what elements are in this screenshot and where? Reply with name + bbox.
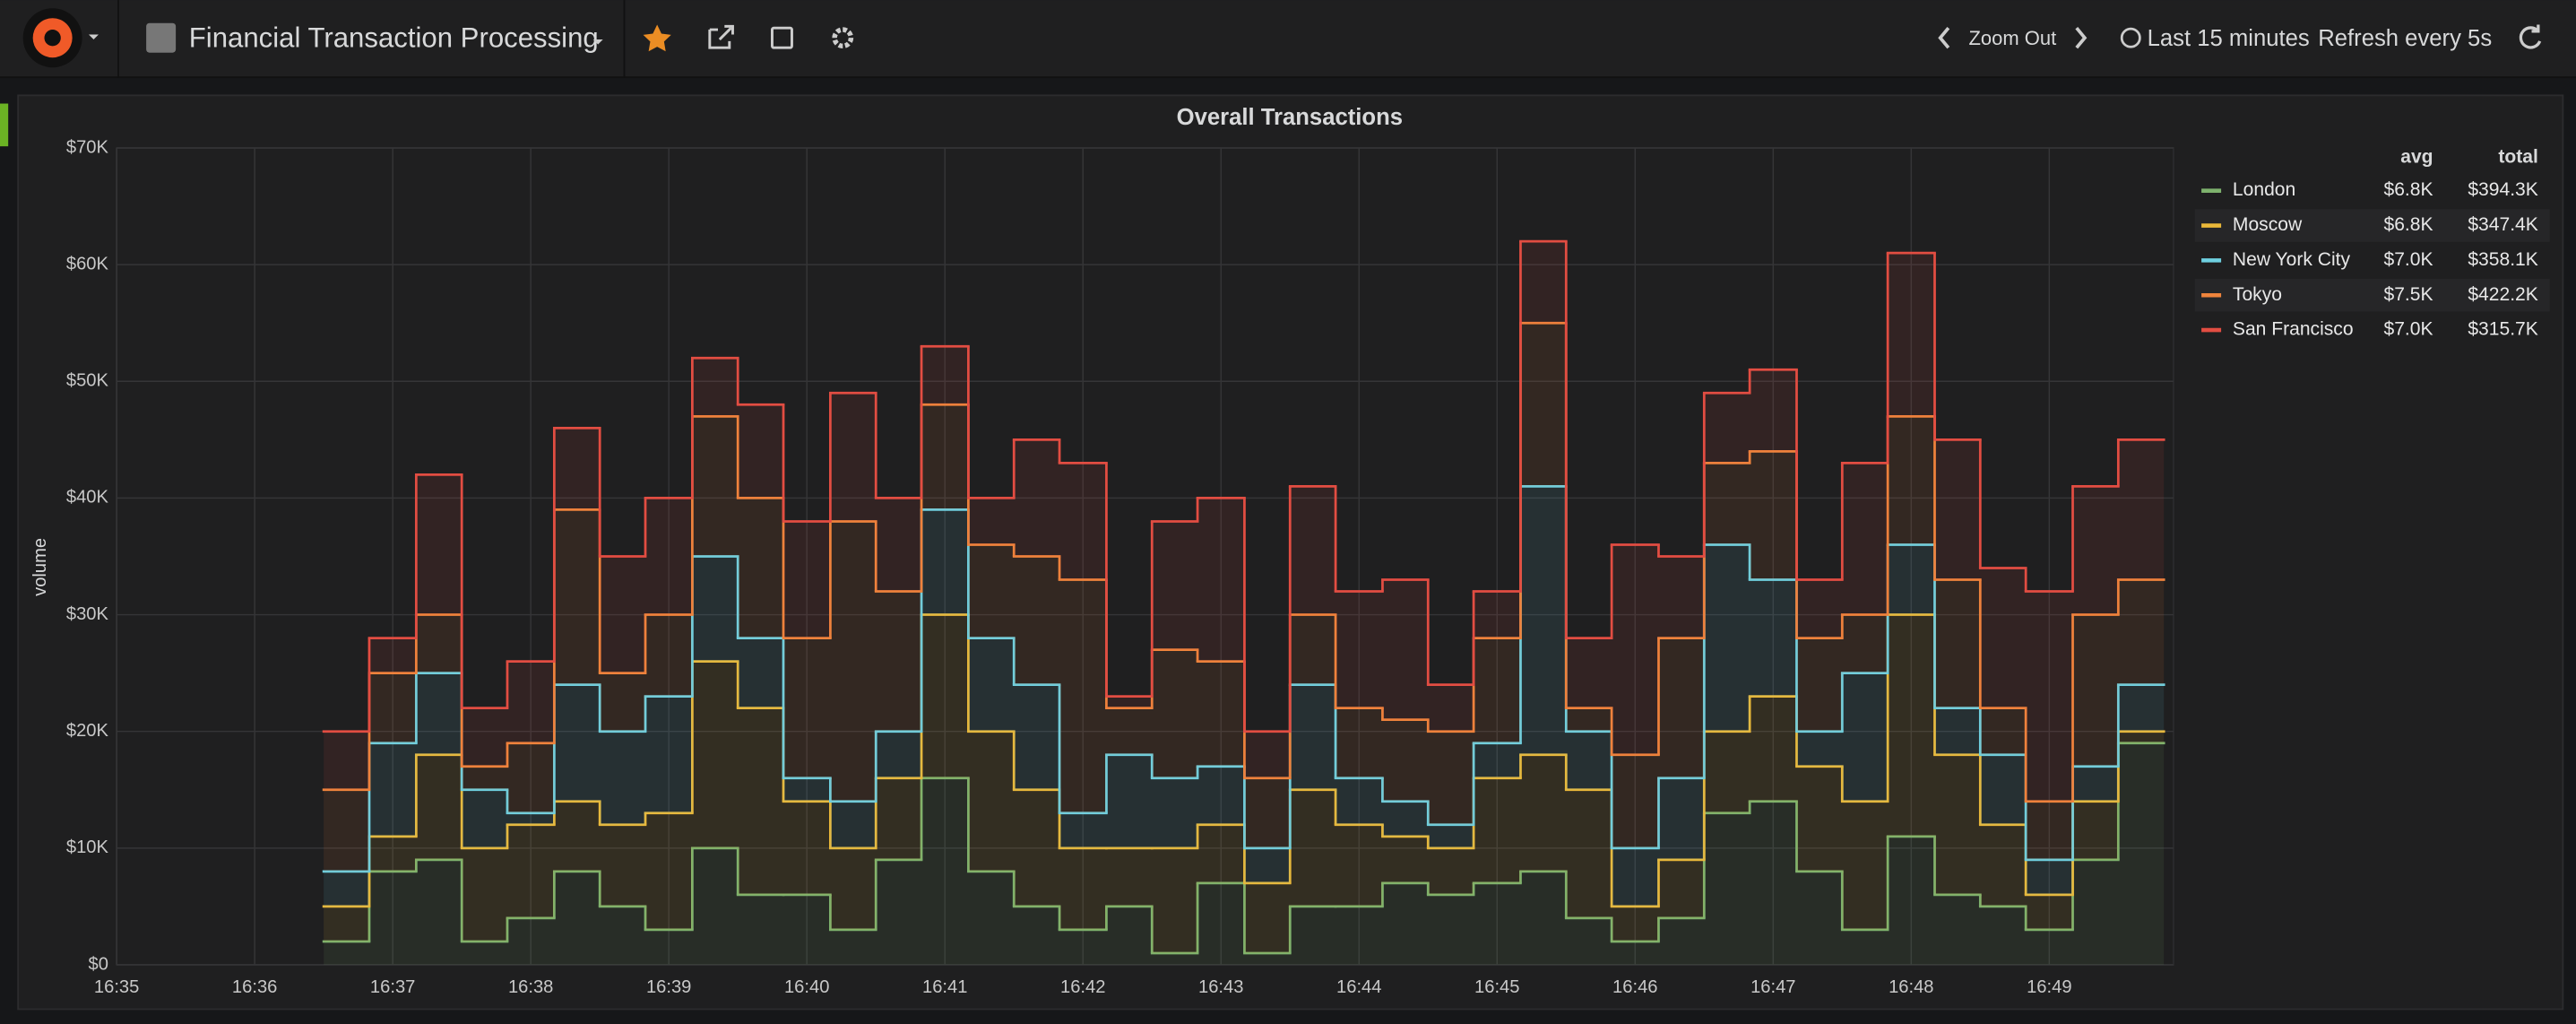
logo-caret[interactable] bbox=[88, 34, 99, 40]
legend-total: $358.1K bbox=[2468, 249, 2537, 270]
title-caret[interactable] bbox=[592, 39, 603, 45]
x-tick-label: 16:44 bbox=[1336, 977, 1381, 997]
settings-button[interactable] bbox=[832, 27, 854, 49]
legend-avg: $7.0K bbox=[2383, 249, 2433, 270]
x-tick-label: 16:49 bbox=[2027, 977, 2071, 997]
series-area bbox=[324, 614, 2165, 953]
zoom-out[interactable]: Zoom Out bbox=[1968, 27, 2056, 49]
y-tick-label: $40K bbox=[66, 488, 109, 508]
x-tick-label: 16:40 bbox=[784, 977, 829, 997]
legend-total: $422.2K bbox=[2468, 284, 2537, 305]
panel-title: Overall Transactions bbox=[1177, 105, 1403, 130]
y-tick-label: $0 bbox=[89, 954, 108, 974]
row-marker bbox=[0, 103, 9, 147]
dashboard-title[interactable]: Financial Transaction Processing bbox=[189, 22, 599, 53]
y-tick-label: $60K bbox=[66, 254, 109, 273]
share-button[interactable] bbox=[708, 24, 734, 49]
legend-avg: $6.8K bbox=[2383, 214, 2433, 235]
legend-name: San Francisco bbox=[2233, 319, 2354, 340]
y-tick-label: $50K bbox=[66, 371, 109, 391]
series-area bbox=[324, 742, 2165, 965]
legend-avg: $7.0K bbox=[2383, 319, 2433, 340]
legend-name: London bbox=[2233, 179, 2295, 200]
x-tick-label: 16:39 bbox=[646, 977, 691, 997]
legend-name: Moscow bbox=[2233, 214, 2303, 235]
plot: $0 $10K $20K $30K $40K $50K $60K $70K 16:35 16:36… bbox=[66, 137, 2174, 997]
zoom-forward[interactable] bbox=[2075, 27, 2088, 49]
y-tick-label: $10K bbox=[66, 837, 109, 857]
legend-total: $394.3K bbox=[2468, 179, 2537, 200]
dashboard-picker[interactable]: Financial Transaction Processing bbox=[146, 22, 603, 53]
time-range[interactable]: Last 15 minutes bbox=[2148, 26, 2310, 51]
zoom-back[interactable] bbox=[1938, 27, 1950, 49]
refresh-interval[interactable]: Refresh every 5s bbox=[2318, 26, 2492, 51]
legend-total: $347.4K bbox=[2468, 214, 2537, 235]
logo[interactable] bbox=[22, 8, 99, 68]
legend-avg: $7.5K bbox=[2383, 284, 2433, 305]
refresh-button[interactable] bbox=[2519, 24, 2542, 49]
y-tick-label: $20K bbox=[66, 721, 109, 741]
legend-header: total bbox=[2498, 147, 2537, 168]
navbar bbox=[0, 0, 2576, 78]
x-tick-label: 16:47 bbox=[1750, 977, 1795, 997]
legend-total: $315.7K bbox=[2468, 319, 2537, 340]
x-tick-label: 16:46 bbox=[1612, 977, 1657, 997]
logo-core[interactable] bbox=[44, 30, 61, 47]
x-tick-label: 16:41 bbox=[922, 977, 967, 997]
x-tick-label: 16:36 bbox=[232, 977, 277, 997]
x-tick-label: 16:45 bbox=[1474, 977, 1519, 997]
y-tick-label: $30K bbox=[66, 604, 109, 624]
star-button[interactable] bbox=[643, 24, 671, 52]
dashboard-icon[interactable] bbox=[146, 22, 177, 53]
x-tick-label: 16:43 bbox=[1198, 977, 1243, 997]
series-area bbox=[324, 323, 2165, 872]
x-tick-label: 16:38 bbox=[508, 977, 553, 997]
step-riser bbox=[367, 241, 2120, 732]
legend-row-bg bbox=[2194, 209, 2550, 242]
series-area bbox=[324, 486, 2165, 907]
legend-header: avg bbox=[2400, 147, 2433, 168]
x-tick-label: 16:48 bbox=[1889, 977, 1933, 997]
y-axis-label: volume bbox=[30, 538, 50, 596]
legend-name: Tokyo bbox=[2233, 284, 2282, 305]
legend-name: New York City bbox=[2233, 249, 2351, 270]
legend-avg: $6.8K bbox=[2383, 179, 2433, 200]
x-tick-label: 16:35 bbox=[94, 977, 139, 997]
clock-icon[interactable] bbox=[2120, 27, 2141, 48]
x-tick-label: 16:42 bbox=[1060, 977, 1105, 997]
save-button[interactable] bbox=[771, 26, 793, 49]
legend-row-bg bbox=[2194, 278, 2550, 312]
y-tick-label: $70K bbox=[66, 137, 109, 157]
x-tick-label: 16:37 bbox=[370, 977, 415, 997]
